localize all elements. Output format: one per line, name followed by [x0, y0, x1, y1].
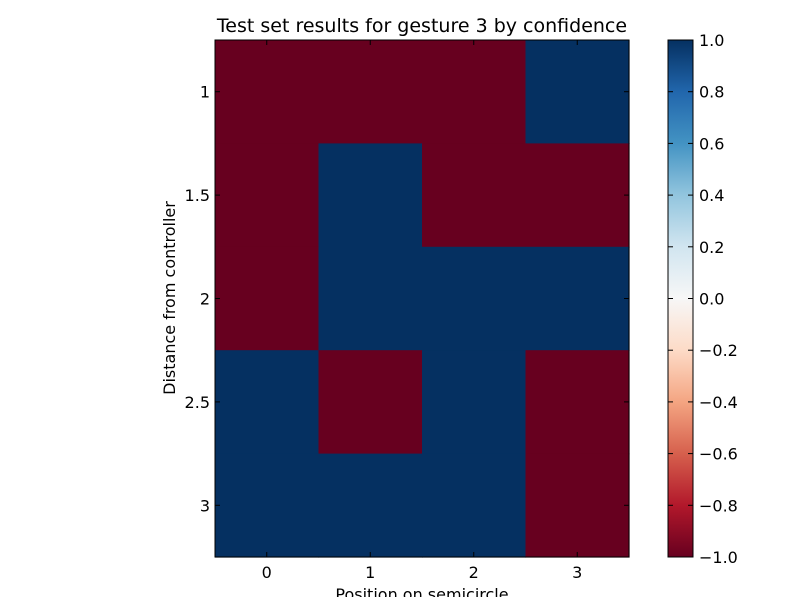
- y-tick-label: 2.5: [185, 393, 210, 412]
- heatmap-cell: [318, 40, 423, 144]
- heatmap-cell: [215, 453, 320, 558]
- heatmap-cell: [525, 350, 630, 455]
- heatmap-cell: [525, 453, 630, 558]
- heatmap-cell: [422, 350, 527, 455]
- colorbar-tick-label: −0.6: [699, 445, 738, 464]
- colorbar-tick-label: −0.2: [699, 341, 738, 360]
- x-tick-label: 0: [262, 563, 272, 582]
- colorbar-tick-label: 1.0: [699, 31, 724, 50]
- heatmap-cell: [422, 453, 527, 558]
- colorbar-tick-label: −1.0: [699, 548, 738, 567]
- x-tick-label: 3: [572, 563, 582, 582]
- colorbar-tick-label: 0.8: [699, 83, 724, 102]
- colorbar-ticks: 1.0 0.8 0.6 0.4 0.2 0.0 −0.2 −0.4 −0.6 −0.8 −1.0: [668, 31, 738, 567]
- heatmap-cell: [318, 143, 423, 248]
- heatmap-cells: [215, 40, 630, 558]
- y-ticks: 1 1.5 2 2.5 3: [185, 83, 629, 515]
- heatmap-cell: [318, 350, 423, 455]
- colorbar-tick-label: 0.4: [699, 186, 724, 205]
- x-tick-label: 2: [469, 563, 479, 582]
- heatmap-cell: [318, 453, 423, 558]
- x-axis-label: Position on semicircle: [335, 585, 508, 597]
- x-ticks: 0 1 2 3: [262, 40, 582, 582]
- y-tick-label: 2: [200, 290, 210, 309]
- heatmap-cell: [215, 246, 320, 351]
- heatmap-cell: [215, 143, 320, 248]
- colorbar-tick-label: −0.8: [699, 496, 738, 515]
- y-tick-label: 1: [200, 83, 210, 102]
- y-tick-label: 1.5: [185, 186, 210, 205]
- heatmap-cell: [525, 143, 630, 248]
- chart-title: Test set results for gesture 3 by confid…: [216, 15, 627, 37]
- heatmap-cell: [318, 246, 423, 351]
- y-tick-label: 3: [200, 496, 210, 515]
- heatmap-cell: [422, 246, 527, 351]
- colorbar-tick-label: 0.0: [699, 290, 724, 309]
- heatmap-cell: [525, 40, 630, 144]
- heatmap-cell: [525, 246, 630, 351]
- colorbar-tick-label: −0.4: [699, 393, 738, 412]
- colorbar-tick-label: 0.2: [699, 238, 724, 257]
- heatmap-cell: [215, 350, 320, 455]
- y-axis-label: Distance from controller: [160, 201, 179, 395]
- heatmap-cell: [422, 143, 527, 248]
- x-tick-label: 1: [365, 563, 375, 582]
- colorbar-tick-label: 0.6: [699, 134, 724, 153]
- heatmap-cell: [422, 40, 527, 144]
- heatmap-cell: [215, 40, 320, 144]
